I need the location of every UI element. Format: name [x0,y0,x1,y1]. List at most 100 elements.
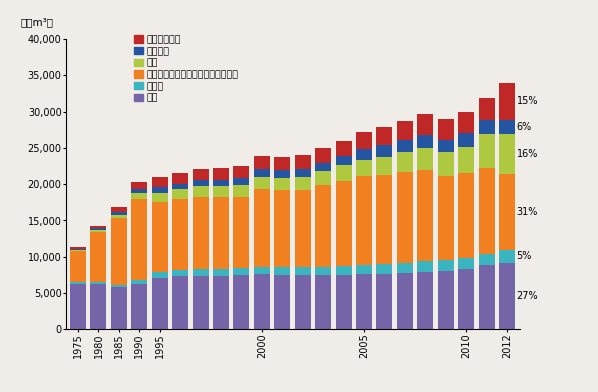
Bar [438,270,454,329]
Bar [132,280,147,284]
Bar [90,283,106,329]
Text: 5%: 5% [517,251,532,261]
Bar [478,134,495,168]
Bar [172,270,188,276]
Bar [397,121,413,140]
Bar [90,225,106,229]
Bar [254,267,270,274]
Bar [335,165,352,181]
Bar [335,275,352,329]
Bar [233,196,249,268]
Bar [132,284,147,329]
Bar [274,191,290,267]
Bar [172,183,188,189]
Bar [377,145,392,157]
Bar [70,282,86,283]
Bar [438,176,454,260]
Bar [111,218,127,285]
Bar [132,189,147,193]
Bar [295,267,311,275]
Bar [499,250,515,263]
Bar [233,275,249,329]
Bar [90,232,106,281]
Bar [335,141,352,156]
Bar [213,197,229,269]
Text: 15%: 15% [517,96,538,106]
Bar [397,274,413,329]
Bar [417,148,433,171]
Bar [254,274,270,329]
Bar [499,174,515,250]
Bar [499,263,515,329]
Bar [295,190,311,267]
Bar [172,200,188,270]
Bar [356,149,372,160]
Bar [315,148,331,163]
Bar [478,120,495,134]
Bar [193,269,209,276]
Bar [213,269,229,276]
Bar [274,275,290,329]
Bar [254,189,270,267]
Bar [356,265,372,274]
Bar [172,172,188,183]
Text: （億m³）: （億m³） [20,18,53,27]
Bar [233,178,249,185]
Bar [70,247,86,249]
Bar [478,168,495,254]
Text: 31%: 31% [517,207,538,217]
Bar [132,199,147,280]
Bar [335,181,352,266]
Bar [152,177,167,187]
Legend: アジア大洋州, アフリカ, 中東, 欧州・ロシア・その他旧ソ連邦諸国, 中南米, 北米: アジア大洋州, アフリカ, 中東, 欧州・ロシア・その他旧ソ連邦諸国, 中南米,… [134,35,239,103]
Bar [254,169,270,177]
Bar [315,163,331,171]
Bar [458,269,474,329]
Bar [193,180,209,187]
Bar [193,169,209,180]
Bar [233,268,249,275]
Bar [499,120,515,134]
Bar [458,147,474,173]
Bar [315,185,331,267]
Text: 27%: 27% [517,291,538,301]
Bar [70,283,86,329]
Bar [111,287,127,329]
Bar [233,185,249,196]
Bar [478,254,495,265]
Bar [377,274,392,329]
Bar [213,180,229,186]
Bar [172,276,188,329]
Bar [397,172,413,263]
Bar [233,166,249,178]
Bar [274,171,290,178]
Bar [152,192,167,202]
Bar [478,98,495,120]
Bar [417,134,433,148]
Bar [274,157,290,171]
Bar [70,250,86,251]
Bar [397,263,413,274]
Bar [438,119,454,140]
Text: 6%: 6% [517,122,532,132]
Bar [315,275,331,329]
Bar [274,267,290,275]
Bar [90,229,106,230]
Bar [377,175,392,264]
Bar [335,266,352,275]
Bar [397,152,413,172]
Bar [70,249,86,250]
Bar [499,83,515,120]
Bar [356,160,372,176]
Bar [213,186,229,197]
Bar [478,265,495,329]
Bar [193,276,209,329]
Bar [111,215,127,218]
Bar [172,189,188,200]
Bar [315,267,331,275]
Bar [356,132,372,149]
Bar [132,193,147,199]
Bar [213,276,229,329]
Bar [377,157,392,175]
Bar [356,176,372,265]
